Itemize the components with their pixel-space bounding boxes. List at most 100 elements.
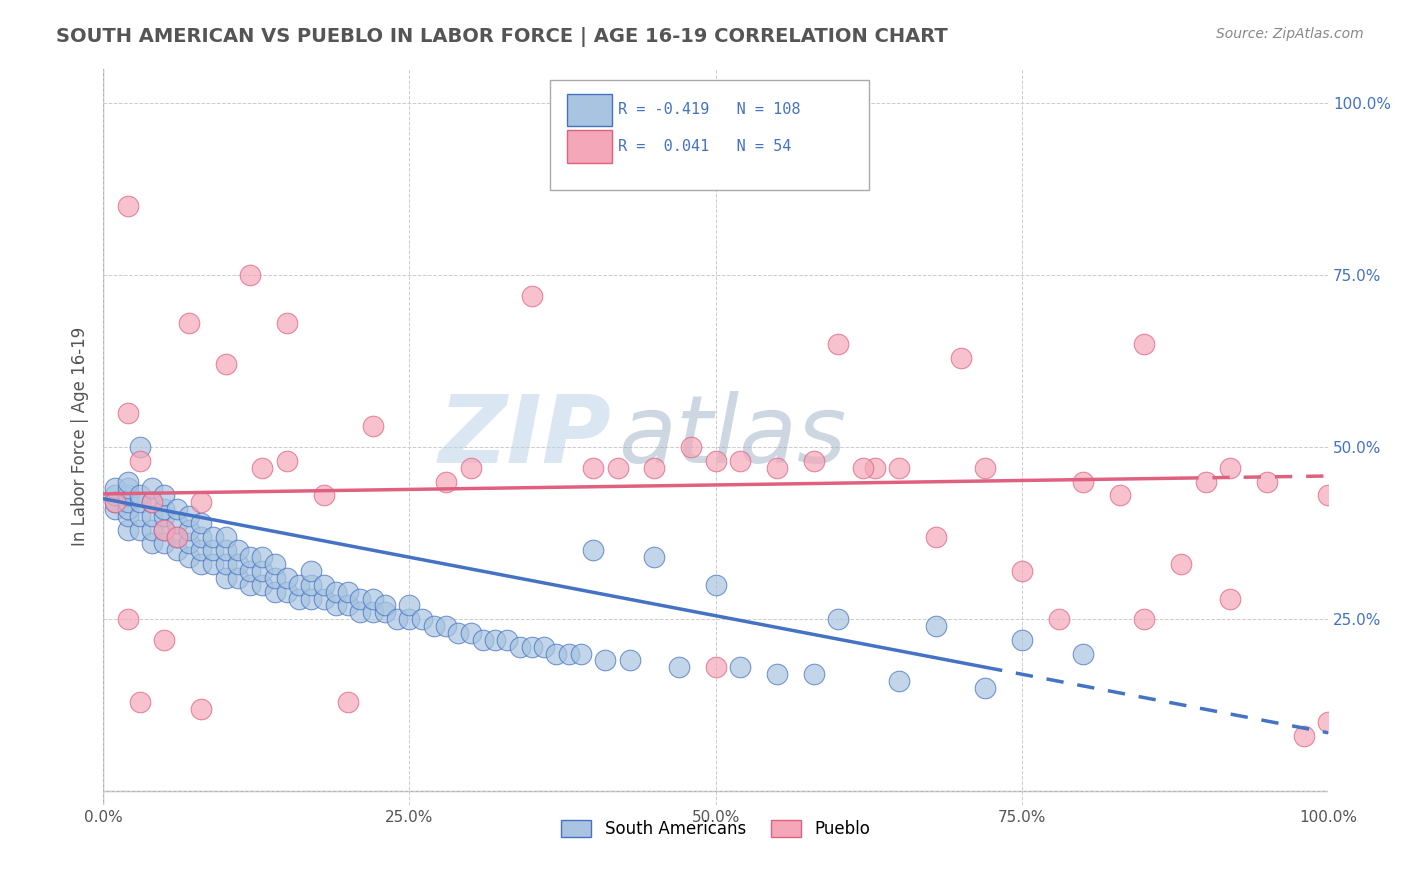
Point bbox=[117, 508, 139, 523]
Point bbox=[104, 488, 127, 502]
Point bbox=[325, 599, 347, 613]
Point bbox=[595, 653, 617, 667]
Point bbox=[190, 516, 212, 530]
Point bbox=[1133, 612, 1156, 626]
Point bbox=[128, 523, 150, 537]
Point bbox=[239, 550, 262, 565]
Point bbox=[827, 612, 849, 626]
Point bbox=[166, 530, 188, 544]
Point bbox=[153, 632, 176, 647]
Point bbox=[299, 591, 322, 606]
Text: ZIP: ZIP bbox=[439, 391, 612, 483]
Point bbox=[325, 584, 347, 599]
Point bbox=[374, 605, 396, 619]
Point bbox=[1170, 557, 1192, 571]
Point bbox=[128, 454, 150, 468]
Point bbox=[117, 523, 139, 537]
Point bbox=[803, 667, 825, 681]
Text: Source: ZipAtlas.com: Source: ZipAtlas.com bbox=[1216, 27, 1364, 41]
Point bbox=[177, 550, 200, 565]
Point bbox=[153, 523, 176, 537]
Point bbox=[471, 632, 494, 647]
Point bbox=[117, 495, 139, 509]
Point bbox=[349, 591, 371, 606]
Point bbox=[214, 530, 236, 544]
Point bbox=[1133, 336, 1156, 351]
Point bbox=[974, 460, 997, 475]
Point bbox=[104, 482, 127, 496]
Point bbox=[117, 612, 139, 626]
Point bbox=[252, 578, 274, 592]
Point bbox=[681, 440, 703, 454]
Point bbox=[117, 482, 139, 496]
Point bbox=[1109, 488, 1132, 502]
Point bbox=[1071, 647, 1094, 661]
Point bbox=[460, 626, 482, 640]
Point bbox=[1219, 591, 1241, 606]
Point bbox=[312, 488, 335, 502]
Point bbox=[117, 475, 139, 489]
Point bbox=[153, 502, 176, 516]
Point bbox=[177, 508, 200, 523]
Point bbox=[128, 508, 150, 523]
Point bbox=[1071, 475, 1094, 489]
Point bbox=[190, 701, 212, 715]
Point bbox=[925, 530, 948, 544]
Point bbox=[128, 695, 150, 709]
Point bbox=[252, 564, 274, 578]
Point bbox=[202, 530, 225, 544]
Point bbox=[374, 599, 396, 613]
Point bbox=[1047, 612, 1070, 626]
Point bbox=[1011, 564, 1033, 578]
Point bbox=[434, 619, 457, 633]
Point bbox=[411, 612, 433, 626]
Point bbox=[239, 578, 262, 592]
Point bbox=[361, 591, 384, 606]
Point bbox=[141, 495, 163, 509]
Point bbox=[104, 502, 127, 516]
Point bbox=[202, 557, 225, 571]
Point bbox=[166, 543, 188, 558]
Point bbox=[569, 647, 592, 661]
Point bbox=[643, 550, 665, 565]
Point bbox=[889, 460, 911, 475]
Point bbox=[385, 612, 408, 626]
Point bbox=[434, 475, 457, 489]
Point bbox=[252, 550, 274, 565]
Point bbox=[117, 488, 139, 502]
Point bbox=[141, 536, 163, 550]
FancyBboxPatch shape bbox=[568, 130, 612, 163]
Point bbox=[190, 495, 212, 509]
Point bbox=[460, 460, 482, 475]
Point bbox=[141, 495, 163, 509]
Point bbox=[239, 268, 262, 282]
Point bbox=[299, 578, 322, 592]
FancyBboxPatch shape bbox=[568, 94, 612, 126]
Point bbox=[1194, 475, 1216, 489]
Point bbox=[484, 632, 506, 647]
Point bbox=[276, 454, 298, 468]
Point bbox=[239, 564, 262, 578]
Point bbox=[299, 564, 322, 578]
Point bbox=[190, 557, 212, 571]
Point bbox=[128, 495, 150, 509]
Point bbox=[104, 495, 127, 509]
Point bbox=[214, 557, 236, 571]
Point bbox=[1256, 475, 1278, 489]
Point bbox=[447, 626, 470, 640]
Point bbox=[337, 584, 360, 599]
Point bbox=[925, 619, 948, 633]
Point bbox=[509, 640, 531, 654]
Point bbox=[117, 199, 139, 213]
Point bbox=[361, 605, 384, 619]
Point bbox=[668, 660, 690, 674]
Point bbox=[852, 460, 875, 475]
Point bbox=[166, 530, 188, 544]
Point bbox=[766, 667, 789, 681]
Point bbox=[704, 660, 727, 674]
Point bbox=[276, 316, 298, 330]
Point bbox=[423, 619, 446, 633]
Text: R =  0.041   N = 54: R = 0.041 N = 54 bbox=[617, 139, 792, 154]
Point bbox=[496, 632, 519, 647]
FancyBboxPatch shape bbox=[550, 79, 869, 190]
